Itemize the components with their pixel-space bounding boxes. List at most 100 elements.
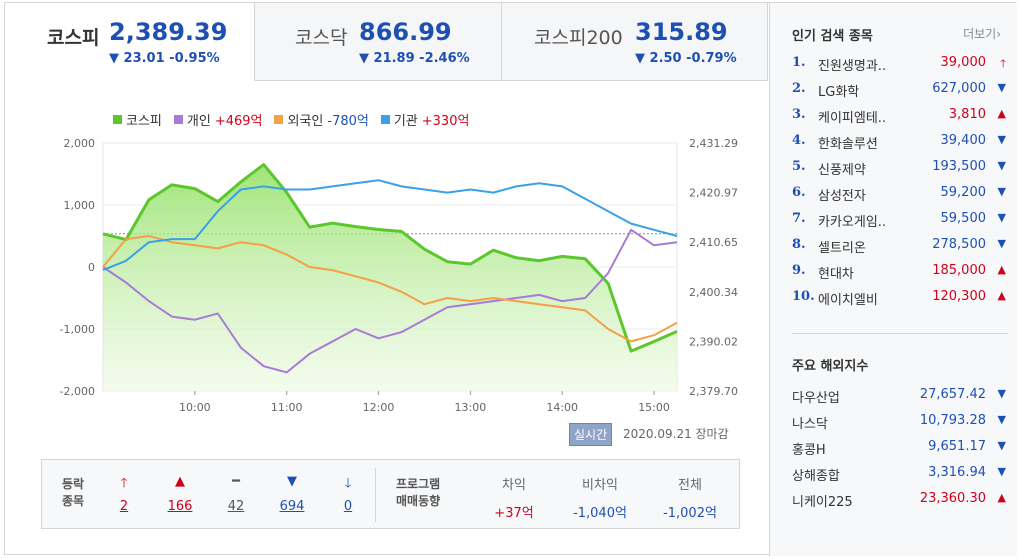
tab-kospi[interactable]: 코스피 2,389.39 ▼ 23.01 -0.95% [5, 3, 255, 81]
legend-institution-value: +330억 [421, 114, 470, 129]
overseas-item[interactable]: 다우산업 27,657.42 ▼ [792, 387, 1008, 413]
kospi-investor-chart: 2,000 1,000 0 -1,000 -2,000 2,431.29 2,420.97 2… [60, 137, 738, 413]
down-triangle-icon: ▼ [997, 465, 1006, 478]
overseas-name[interactable]: 홍콩H [792, 443, 826, 458]
x-tick-label: 10:00 [179, 401, 211, 413]
x-tick-label: 14:00 [546, 401, 578, 413]
overseas-name[interactable]: 나스닥 [792, 417, 828, 432]
stock-widget: 코스피 2,389.39 ▼ 23.01 -0.95% 코스닥 866.99 ▼… [4, 2, 1017, 556]
legend-institution: 기관 +330억 [380, 110, 470, 129]
popular-item[interactable]: 7. 카카오게임.. 59,500 ▼ [792, 211, 1008, 237]
popular-item[interactable]: 10. 에이치엘비 120,300 ▲ [792, 289, 1008, 315]
popular-name[interactable]: 카카오게임.. [818, 215, 887, 230]
popular-rank: 3. [792, 107, 806, 122]
overseas-item[interactable]: 상해종합 3,316.94 ▼ [792, 465, 1008, 491]
up-triangle-icon: ▲ [997, 289, 1006, 302]
popular-rank: 9. [792, 263, 806, 278]
tab-kospi-value: 2,389.39 [109, 18, 228, 46]
overseas-item[interactable]: 홍콩H 9,651.17 ▼ [792, 439, 1008, 465]
breadth-flat: ━ 42 [216, 474, 256, 514]
program-arbitrage-value: +37억 [494, 506, 534, 521]
popular-item[interactable]: 3. 케이피엠테.. 3,810 ▲ [792, 107, 1008, 133]
popular-rank: 10. [792, 289, 815, 304]
overseas-item[interactable]: 나스닥 10,793.28 ▼ [792, 413, 1008, 439]
popular-name[interactable]: 삼성전자 [818, 189, 866, 204]
flat-count[interactable]: 42 [227, 499, 245, 514]
rise-count[interactable]: 166 [167, 499, 193, 514]
popular-item[interactable]: 4. 한화솔루션 39,400 ▼ [792, 133, 1008, 159]
breadth-rise: ▲ 166 [160, 474, 200, 514]
tab-kospi200[interactable]: 코스피200 315.89 ▼ 2.50 -0.79% [502, 3, 768, 81]
popular-item[interactable]: 1. 진원생명과.. 39,000 🡑 [792, 55, 1008, 81]
foreign-line [102, 235, 678, 343]
popular-item[interactable]: 5. 신풍제약 193,500 ▼ [792, 159, 1008, 185]
overseas-name[interactable]: 다우산업 [792, 391, 840, 406]
upper-limit-count[interactable]: 2 [119, 499, 129, 514]
legend-foreign-value: -780억 [327, 114, 369, 129]
popular-name[interactable]: 한화솔루션 [818, 137, 878, 152]
x-tick-label: 12:00 [363, 401, 395, 413]
down-triangle-icon: ▼ [997, 439, 1006, 452]
flat-icon: ━ [232, 474, 240, 489]
overseas-price: 23,360.30 [919, 491, 986, 506]
market-breadth-box: 등락 종목 🡑 2 ▲ 166 ━ 42 ▼ 694 🡓 0 프로그램 매매동향 [41, 459, 740, 529]
rise-icon: ▲ [175, 474, 185, 489]
popular-price: 59,500 [940, 211, 987, 226]
chart-legend: 코스피 개인 +469억 외국인 -780억 기관 +330억 [113, 110, 469, 129]
right-tick-label: 2,390.02 [689, 335, 738, 348]
legend-kospi: 코스피 [113, 110, 162, 129]
popular-name[interactable]: 현대차 [818, 267, 854, 282]
popular-rank: 5. [792, 159, 806, 174]
down-triangle-icon: ▼ [997, 413, 1006, 426]
tab-kosdaq-name: 코스닥 [295, 27, 348, 49]
popular-item[interactable]: 9. 현대차 185,000 ▲ [792, 263, 1008, 289]
tab-kosdaq-change: ▼ 21.89 -2.46% [359, 51, 470, 66]
right-tick-label: 2,400.34 [689, 286, 738, 299]
down-triangle-icon: ▼ [997, 81, 1006, 94]
lower-limit-count[interactable]: 0 [343, 499, 353, 514]
popular-name[interactable]: 신풍제약 [818, 163, 866, 178]
program-label: 프로그램 매매동향 [396, 476, 440, 510]
popular-rank: 4. [792, 133, 806, 148]
more-link[interactable]: 더보기› [963, 25, 1001, 42]
overseas-name[interactable]: 상해종합 [792, 469, 840, 484]
tab-kosdaq[interactable]: 코스닥 866.99 ▼ 21.89 -2.46% [255, 3, 502, 81]
popular-item[interactable]: 6. 삼성전자 59,200 ▼ [792, 185, 1008, 211]
down-triangle-icon: ▼ [997, 133, 1006, 146]
x-tick-label: 11:00 [271, 401, 303, 413]
program-arbitrage-header: 차익 [502, 478, 526, 493]
popular-title: 인기 검색 종목 [792, 29, 873, 44]
legend-institution-label: 기관 [393, 114, 418, 129]
popular-item[interactable]: 2. LG화학 627,000 ▼ [792, 81, 1008, 107]
overseas-name[interactable]: 니케이225 [792, 495, 853, 510]
up-triangle-icon: ▲ [997, 263, 1006, 276]
up-triangle-icon: ▲ [997, 491, 1006, 504]
right-panel: 인기 검색 종목 더보기› 1. 진원생명과.. 39,000 🡑 2. LG화학 627,… [769, 3, 1017, 556]
kospi-line [102, 163, 678, 353]
institution-line [102, 179, 678, 272]
popular-name[interactable]: 진원생명과.. [818, 59, 887, 74]
popular-name[interactable]: LG화학 [818, 85, 860, 100]
program-label-line1: 프로그램 [396, 477, 441, 491]
down-triangle-icon: ▼ [997, 159, 1006, 172]
fall-count[interactable]: 694 [279, 499, 305, 514]
tab-kospi200-change: ▼ 2.50 -0.79% [635, 51, 737, 66]
popular-name[interactable]: 케이피엠테.. [818, 111, 887, 126]
realtime-badge[interactable]: 실시간 [569, 423, 613, 446]
popular-rank: 8. [792, 237, 806, 252]
breadth-label-line2: 종목 [62, 494, 85, 508]
program-arbitrage: 차익 +37억 [474, 474, 554, 521]
fall-icon: ▼ [287, 474, 297, 489]
popular-price: 185,000 [932, 263, 986, 278]
overseas-item[interactable]: 니케이225 23,360.30 ▲ [792, 491, 1008, 517]
left-tick-label: 2,000 [64, 137, 96, 150]
legend-individual: 개인 +469억 [173, 110, 262, 129]
popular-rank: 6. [792, 185, 806, 200]
popular-name[interactable]: 에이치엘비 [818, 293, 878, 308]
popular-rank: 1. [792, 55, 806, 70]
popular-price: 120,300 [932, 289, 986, 304]
popular-name[interactable]: 셀트리온 [818, 241, 866, 256]
left-tick-label: -1,000 [60, 323, 95, 336]
popular-item[interactable]: 8. 셀트리온 278,500 ▼ [792, 237, 1008, 263]
program-total: 전체 -1,002억 [650, 474, 730, 521]
